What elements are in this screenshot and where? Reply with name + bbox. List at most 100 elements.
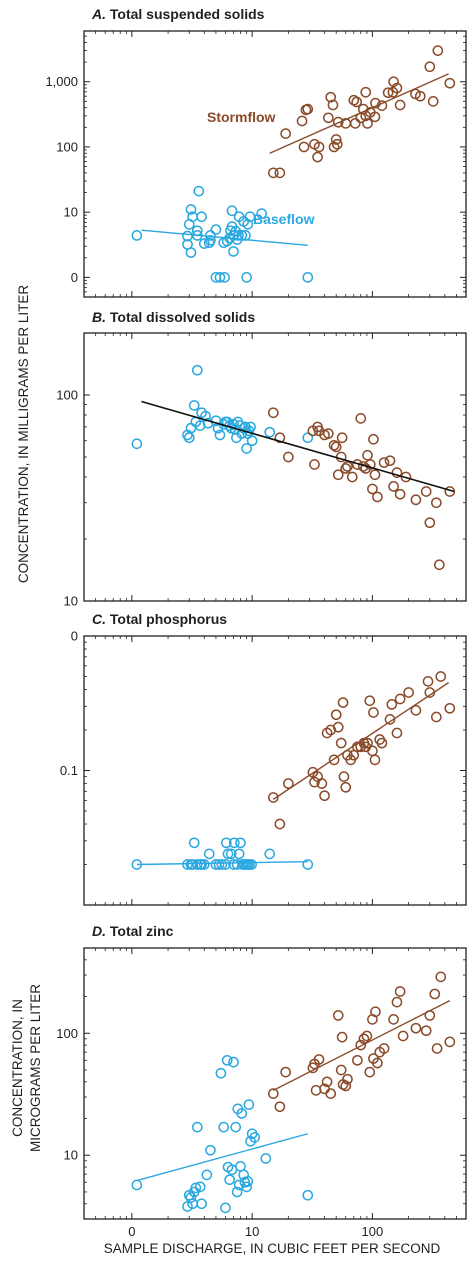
baseflow-point bbox=[131, 1179, 143, 1191]
stormflow-point bbox=[328, 141, 340, 153]
baseflow-point bbox=[214, 272, 226, 283]
stormflow-point bbox=[391, 996, 403, 1008]
baseflow-point bbox=[264, 848, 276, 860]
baseflow-trend-line bbox=[136, 860, 308, 866]
stormflow-point bbox=[309, 776, 320, 788]
stormflow-point bbox=[368, 433, 379, 445]
stormflow-point bbox=[351, 96, 363, 108]
stormflow-point bbox=[330, 134, 342, 145]
stormflow-point bbox=[414, 90, 426, 102]
baseflow-point bbox=[220, 859, 231, 870]
stormflow-point bbox=[388, 481, 399, 492]
stormflow-point bbox=[424, 687, 436, 698]
stormflow-point bbox=[362, 737, 373, 749]
baseflow-point bbox=[201, 1169, 213, 1181]
combined-trend-line bbox=[141, 400, 455, 493]
baseflow-trend-line bbox=[136, 1133, 308, 1182]
baseflow-point bbox=[243, 1099, 255, 1110]
stormflow-point bbox=[370, 97, 381, 109]
panel-title: C. Total phosphorus bbox=[92, 611, 227, 627]
baseflow-point bbox=[131, 230, 143, 241]
stormflow-point bbox=[410, 494, 422, 506]
stormflow-point bbox=[282, 451, 294, 463]
stormflow-point bbox=[403, 687, 414, 698]
baseflow-point bbox=[302, 1189, 314, 1201]
stormflow-point bbox=[274, 818, 286, 830]
stormflow-point bbox=[302, 103, 314, 115]
baseflow-point bbox=[215, 1067, 227, 1079]
stormflow-point bbox=[332, 116, 344, 128]
y-axis-label-bottom-line1: CONCENTRATION, IN bbox=[10, 999, 25, 1137]
x-tick-label: 100 bbox=[362, 1224, 384, 1239]
panel-title-text: Total dissolved solids bbox=[110, 309, 255, 325]
stormflow-point bbox=[420, 486, 432, 497]
stormflow-point bbox=[332, 469, 344, 481]
chart-panel-3: C. Total phosphorus 0 0.1 bbox=[60, 611, 467, 906]
stormflow-point bbox=[444, 77, 456, 89]
stormflow-point bbox=[372, 491, 383, 503]
baseflow-point bbox=[228, 246, 239, 257]
baseflow-point bbox=[205, 1144, 216, 1156]
chart-panel-2: B. Total dissolved solids 10 100 bbox=[56, 309, 467, 609]
stormflow-point bbox=[384, 455, 396, 467]
stormflow-point bbox=[340, 463, 352, 474]
stormflow-point bbox=[391, 727, 403, 739]
stormflow-point bbox=[346, 471, 358, 483]
stormflow-point bbox=[267, 407, 279, 419]
stormflow-point bbox=[444, 486, 456, 497]
stormflow-point bbox=[364, 459, 376, 470]
stormflow-point bbox=[394, 99, 406, 111]
stormflow-point bbox=[368, 707, 379, 718]
y-tick-label: 1,000 bbox=[45, 74, 78, 89]
stormflow-point bbox=[391, 467, 403, 478]
baseflow-point bbox=[233, 848, 245, 860]
stormflow-point bbox=[429, 988, 441, 1000]
stormflow-point bbox=[312, 151, 323, 163]
baseflow-point bbox=[193, 185, 205, 197]
stormflow-point bbox=[338, 771, 350, 783]
stormflow-point bbox=[382, 87, 394, 99]
stormflow-point bbox=[394, 986, 406, 997]
baseflow-point bbox=[198, 238, 210, 249]
stormflow-point bbox=[432, 45, 444, 56]
stormflow-point bbox=[362, 118, 373, 129]
stormflow-point bbox=[267, 792, 279, 803]
stormflow-point bbox=[274, 1101, 286, 1113]
stormflow-trend-line bbox=[272, 1000, 451, 1092]
baseflow-point bbox=[185, 204, 197, 215]
stormflow-point bbox=[316, 778, 328, 789]
x-tick-label: 0 bbox=[128, 1224, 135, 1239]
baseflow-point bbox=[205, 230, 216, 241]
stormflow-point bbox=[367, 483, 378, 495]
stormflow-point bbox=[435, 671, 447, 682]
baseflow-point bbox=[183, 432, 195, 444]
stormflow-point bbox=[310, 1085, 322, 1096]
panel-letter: C. bbox=[92, 611, 110, 627]
baseflow-point bbox=[216, 859, 228, 870]
baseflow-point bbox=[249, 1132, 261, 1143]
panel-title-text: Total zinc bbox=[110, 923, 174, 939]
panel-letter: A. bbox=[91, 6, 110, 22]
stormflow-point bbox=[369, 754, 381, 766]
stormflow-point bbox=[332, 1010, 344, 1021]
y-tick-label: 10 bbox=[64, 594, 78, 609]
panel-letter: D. bbox=[92, 923, 110, 939]
stormflow-point bbox=[444, 702, 456, 714]
stormflow-point bbox=[358, 1033, 370, 1045]
stormflow-point bbox=[352, 1054, 363, 1066]
stormflow-point bbox=[422, 676, 434, 687]
baseflow-point bbox=[219, 272, 230, 283]
stormflow-point bbox=[384, 714, 396, 725]
stormflow-point bbox=[369, 111, 381, 123]
stormflow-point bbox=[410, 1022, 422, 1034]
baseflow-label: Baseflow bbox=[253, 211, 315, 227]
stormflow-point bbox=[361, 1030, 373, 1042]
panel-title: D. Total zinc bbox=[92, 923, 174, 939]
baseflow-point bbox=[233, 1179, 245, 1191]
baseflow-point bbox=[226, 205, 238, 217]
stormflow-point bbox=[424, 1010, 436, 1021]
stormflow-point bbox=[376, 100, 388, 111]
stormflow-point bbox=[378, 457, 390, 468]
baseflow-point bbox=[220, 837, 232, 849]
stormflow-point bbox=[394, 488, 406, 500]
